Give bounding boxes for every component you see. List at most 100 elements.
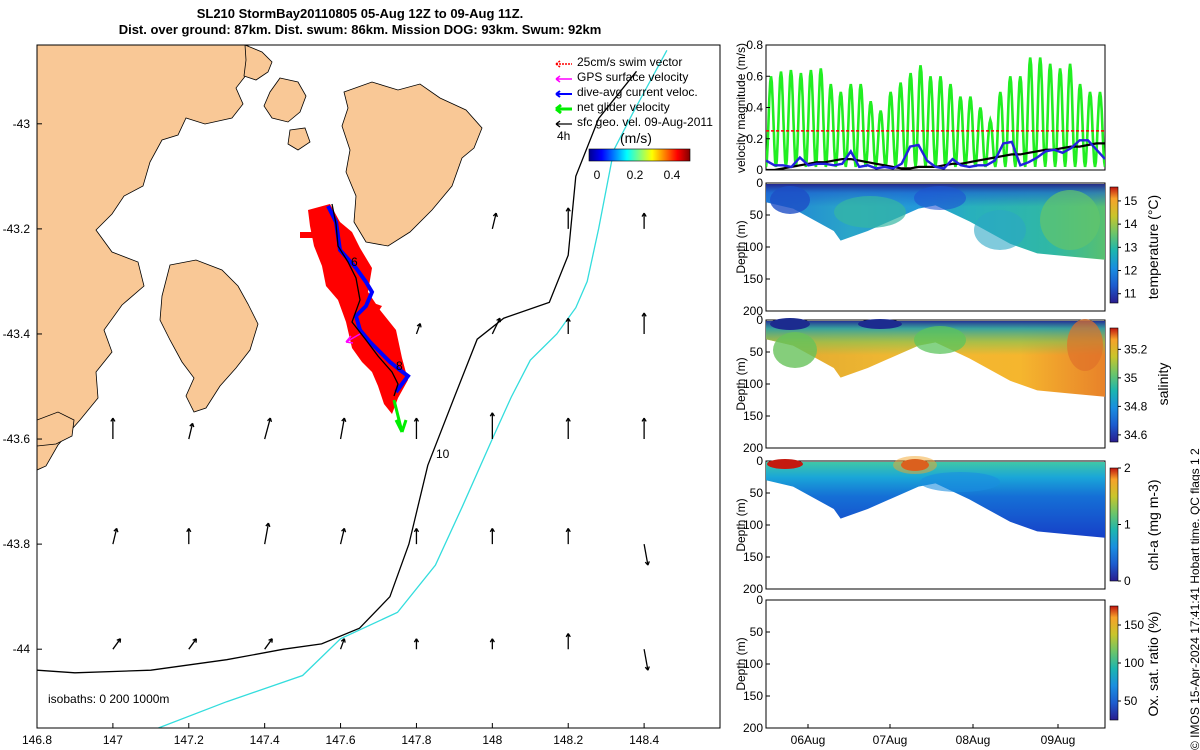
temperature-patches	[770, 186, 1100, 250]
title-line-1: SL210 StormBay20110805 05-Aug 12Z to 09-…	[196, 6, 524, 21]
map-x-tick-label: 147.4	[250, 733, 280, 747]
depth-tick-label: 150	[743, 550, 763, 564]
map-legend: 25cm/s swim vector GPS surface velocity …	[555, 55, 713, 129]
colorbar-tick-label: 2	[1124, 461, 1131, 475]
legend-gps-icon	[555, 75, 572, 83]
oxygen-panel: 0 50 100 150 200 06Aug 07Aug 08Aug 09Aug Depth …	[734, 593, 1161, 747]
chla-panel: 0 50 100 150 200 Depth (m) 0 1 2 chl-a (mg m-3…	[734, 454, 1161, 596]
current-vector-arrow	[491, 212, 498, 230]
time-tick-label: 08Aug	[956, 733, 991, 747]
chla-y-ticks: 0 50 100 150 200	[743, 454, 770, 596]
chla-depth-label: Depth (m)	[734, 498, 748, 551]
speed-colorbar-ramp	[588, 148, 691, 162]
chla-section-fill	[766, 462, 1105, 538]
title-line-2: Dist. over ground: 87km. Dist. swum: 86k…	[118, 22, 602, 37]
current-vector-arrow	[641, 312, 647, 334]
current-vector-arrow	[188, 422, 195, 440]
map-x-tick-label: 148	[482, 733, 502, 747]
legend-sfc-icon	[555, 120, 572, 128]
legend-swim-label: 25cm/s swim vector	[577, 55, 682, 69]
velocity-panel: 0 0.2 0.4 0.6 0.8 velocity magnitude (m/s)	[734, 38, 1106, 177]
figure-title: SL210 StormBay20110805 05-Aug 12Z to 09-…	[0, 6, 720, 38]
map-longitude-ticks: 146.8 147 147.2 147.4 147.6 147.8 148 148.2 148.…	[22, 723, 659, 747]
salinity-colorbar	[1109, 327, 1119, 443]
oxygen-depth-label: Depth (m)	[734, 637, 748, 690]
legend-sfc-label: sfc geo. vel. 09-Aug-2011	[577, 115, 713, 129]
salinity-y-ticks: 0 50 100 150 200	[743, 313, 770, 455]
chla-colorbar-ticks: 0 1 2	[1118, 461, 1131, 588]
current-vector-arrow	[415, 322, 422, 335]
map-x-tick-label: 147.2	[174, 733, 204, 747]
depth-tick-label: 150	[743, 689, 763, 703]
time-marker-10: 10	[436, 447, 450, 461]
current-vector-arrow	[489, 638, 495, 650]
legend-net-label: net glider velocity	[577, 100, 670, 114]
legend-swim-icon	[555, 60, 572, 68]
speed-colorbar-tick-2: 0.4	[664, 168, 681, 182]
salinity-panel: 0 50 100 150 200 Depth (m) 34.6 34.8 35 35.2 sa…	[734, 313, 1171, 455]
legend-net-icon	[555, 103, 572, 115]
temperature-colorbar	[1109, 186, 1119, 304]
map-y-tick-label: -43.4	[3, 327, 31, 341]
depth-tick-label: 0	[756, 593, 763, 607]
colorbar-tick-label: 13	[1124, 240, 1138, 254]
speed-colorbar: (m/s) 0 0.2 0.4	[588, 130, 691, 182]
map-y-tick-label: -43.2	[3, 222, 31, 236]
time-tick-label: 09Aug	[1041, 733, 1076, 747]
colorbar-tick-label: 15	[1124, 194, 1138, 208]
legend-dive-label: dive-avg current veloc.	[577, 85, 698, 99]
velocity-y-tick-label: 0.6	[746, 69, 763, 83]
salinity-surface-layer	[766, 321, 1105, 397]
map-panel: 146.8 147 147.2 147.4 147.6 147.8 148 148.2 148.…	[3, 44, 721, 747]
land-masses	[37, 45, 483, 471]
colorbar-tick-label: 14	[1124, 217, 1138, 231]
depth-tick-label: 200	[743, 304, 763, 318]
depth-tick-label: 0	[756, 454, 763, 468]
salinity-patches	[770, 318, 1103, 371]
glider-track	[300, 203, 411, 433]
dive-avg-current-speed-line	[766, 139, 1105, 170]
current-vector-arrow	[641, 417, 647, 440]
depth-tick-label: 200	[743, 721, 763, 735]
net-glider-velocity-arrow	[392, 399, 408, 433]
time-marker-4h: 4h	[557, 129, 570, 143]
oxygen-colorbar	[1109, 605, 1119, 721]
velocity-y-tick-label: 0.2	[746, 132, 763, 146]
temperature-panel: 0 50 100 150 200 Depth (m) 11 12 13 14 15 temper…	[734, 176, 1161, 318]
current-vector-arrow	[339, 417, 347, 440]
velocity-y-ticks: 0 0.2 0.4 0.6 0.8	[746, 38, 770, 177]
gps-surface-velocity-arrow	[345, 333, 361, 344]
depth-tick-label: 100	[743, 377, 763, 391]
map-x-tick-label: 146.8	[22, 733, 52, 747]
temperature-depth-label: Depth (m)	[734, 220, 748, 273]
colorbar-tick-label: 35.2	[1124, 342, 1148, 356]
current-vector-arrow	[565, 417, 571, 440]
surface-current-vectors	[110, 207, 650, 671]
current-vector-arrow	[565, 207, 571, 229]
time-tick-label: 06Aug	[791, 733, 826, 747]
oxygen-colorbar-label: Ox. sat. ratio (%)	[1145, 611, 1161, 716]
depth-tick-label: 0	[756, 176, 763, 190]
current-vector-arrow	[565, 317, 571, 334]
colorbar-tick-label: 0	[1124, 574, 1131, 588]
current-vector-arrow	[489, 412, 495, 440]
depth-tick-label: 100	[743, 240, 763, 254]
current-vector-arrow	[643, 649, 650, 671]
current-vector-arrow	[565, 528, 571, 545]
current-vector-arrow	[264, 522, 271, 545]
oxygen-y-ticks: 0 50 100 150 200	[743, 593, 770, 735]
current-vector-arrow	[110, 417, 116, 440]
colorbar-tick-label: 34.6	[1124, 428, 1148, 442]
chla-colorbar	[1109, 467, 1119, 582]
salinity-depth-label: Depth (m)	[734, 357, 748, 410]
depth-tick-label: 100	[743, 518, 763, 532]
peninsula-east-north	[243, 45, 273, 81]
time-axis-ticks: 06Aug 07Aug 08Aug 09Aug	[791, 724, 1076, 747]
oxygen-colorbar-ticks: 50 100 150	[1118, 618, 1144, 708]
depth-tick-label: 50	[750, 625, 764, 639]
colorbar-tick-label: 100	[1124, 656, 1144, 670]
map-x-tick-label: 148.2	[553, 733, 583, 747]
time-marker-8: 8	[396, 359, 403, 373]
current-vector-arrow	[413, 638, 420, 650]
